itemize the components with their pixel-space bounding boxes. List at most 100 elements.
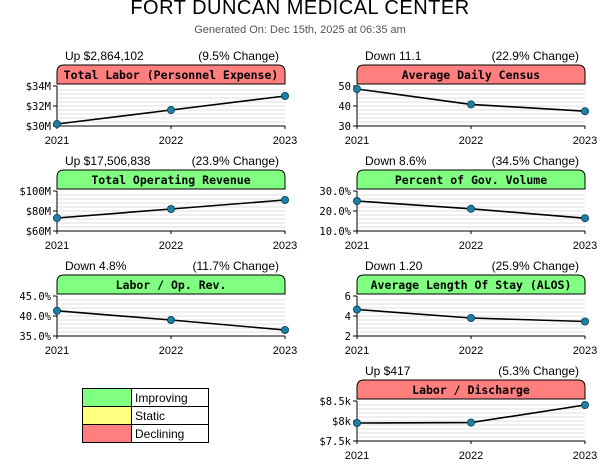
- panel-title-tab: [56, 169, 286, 190]
- legend-swatch-static: [82, 406, 132, 425]
- change-value: Down 4.8%: [65, 259, 127, 273]
- x-tick-label: 2021: [345, 240, 369, 252]
- legend: Improving Static Declining: [82, 388, 209, 443]
- y-tick-label: 50: [338, 81, 351, 93]
- chart-panel: Down 8.6% (34.5% Change) Percent of Gov. V…: [319, 154, 597, 252]
- x-tick-label: 2021: [45, 135, 69, 147]
- legend-label: Static: [131, 406, 209, 425]
- x-tick-label: 2022: [159, 135, 183, 147]
- data-point: [280, 195, 289, 204]
- panel-title: Total Labor (Personnel Expense): [64, 68, 279, 82]
- change-percent: (23.9% Change): [192, 154, 279, 168]
- y-tick-label: 2: [345, 331, 351, 343]
- y-tick-label: 6: [345, 291, 351, 303]
- panel-title-tab: [356, 169, 586, 190]
- panel-title: Average Length Of Stay (ALOS): [371, 278, 572, 292]
- change-value: Down 1.20: [365, 259, 423, 273]
- y-tick-label: 4: [345, 311, 351, 323]
- panel-title-tab: [356, 274, 586, 295]
- change-percent: (5.3% Change): [498, 364, 579, 378]
- panel-title: Labor / Discharge: [412, 383, 530, 397]
- data-point: [53, 213, 62, 222]
- change-percent: (9.5% Change): [198, 49, 279, 63]
- y-tick-label: $34M: [26, 81, 51, 93]
- chart-panel: Up $417 (5.3% Change) Labor / Discharge $7.…: [319, 364, 597, 462]
- x-tick-label: 2023: [573, 240, 597, 252]
- x-tick-label: 2022: [159, 345, 183, 357]
- chart-panel: Down 11.1 (22.9% Change) Average Daily Cen…: [338, 49, 597, 147]
- data-point: [581, 400, 590, 409]
- chart-panel: Down 4.8% (11.7% Change) Labor / Op. Rev. 3…: [19, 259, 297, 357]
- legend-item-static: Static: [82, 406, 209, 425]
- y-tick-label: $32M: [26, 101, 51, 113]
- report-subtitle: Generated On: Dec 15th, 2025 at 06:35 am: [194, 24, 406, 36]
- chart-panel: Up $17,506,838 (23.9% Change) Total Operat…: [19, 154, 297, 252]
- y-tick-label: 35.0%: [19, 331, 51, 343]
- legend-swatch-declining: [82, 424, 132, 443]
- x-tick-label: 2023: [573, 450, 597, 462]
- change-value: Up $2,864,102: [65, 49, 144, 63]
- chart-panel: Down 1.20 (25.9% Change) Average Length Of…: [345, 259, 598, 357]
- change-value: Down 8.6%: [365, 154, 427, 168]
- chart-panel: Up $2,864,102 (9.5% Change) Total Labor (P…: [26, 49, 298, 147]
- panel-title-tab: [56, 274, 286, 295]
- x-tick-label: 2023: [573, 135, 597, 147]
- panel-title: Total Operating Revenue: [91, 173, 250, 187]
- x-tick-label: 2023: [273, 135, 297, 147]
- data-point: [352, 418, 361, 427]
- change-percent: (22.9% Change): [492, 49, 579, 63]
- data-point: [280, 92, 289, 101]
- change-percent: (34.5% Change): [492, 154, 579, 168]
- x-tick-label: 2021: [45, 345, 69, 357]
- data-point: [166, 204, 175, 213]
- legend-label: Improving: [131, 388, 209, 407]
- change-percent: (25.9% Change): [492, 259, 579, 273]
- y-tick-label: $30M: [26, 121, 51, 133]
- y-tick-label: 40.0%: [19, 311, 51, 323]
- change-value: Up $417: [365, 364, 411, 378]
- data-point: [581, 317, 590, 326]
- x-tick-label: 2023: [273, 240, 297, 252]
- data-point: [352, 305, 361, 314]
- x-tick-label: 2021: [345, 450, 369, 462]
- y-tick-label: 20.0%: [319, 206, 351, 218]
- panel-title: Labor / Op. Rev.: [116, 278, 227, 292]
- y-tick-label: 30: [338, 121, 351, 133]
- data-point: [166, 106, 175, 115]
- x-tick-label: 2022: [459, 345, 483, 357]
- legend-item-improving: Improving: [82, 388, 209, 407]
- data-point: [466, 418, 475, 427]
- y-tick-label: $8k: [332, 416, 352, 428]
- x-tick-label: 2022: [459, 450, 483, 462]
- y-tick-label: $8.5k: [319, 396, 351, 408]
- x-tick-label: 2022: [459, 135, 483, 147]
- panel-title: Percent of Gov. Volume: [395, 173, 547, 187]
- y-tick-label: 45.0%: [19, 291, 51, 303]
- x-tick-label: 2023: [273, 345, 297, 357]
- panel-title-tab: [356, 379, 586, 400]
- y-tick-label: $60M: [26, 226, 51, 238]
- x-tick-label: 2022: [159, 240, 183, 252]
- x-tick-label: 2023: [573, 345, 597, 357]
- change-value: Down 11.1: [365, 49, 422, 63]
- y-tick-label: 40: [338, 101, 351, 113]
- data-point: [53, 306, 62, 315]
- x-tick-label: 2021: [345, 345, 369, 357]
- change-percent: (11.7% Change): [193, 259, 280, 273]
- data-point: [166, 315, 175, 324]
- y-tick-label: 10.0%: [319, 226, 351, 238]
- legend-label: Declining: [131, 424, 209, 443]
- y-tick-label: $80M: [26, 206, 51, 218]
- change-value: Up $17,506,838: [65, 154, 151, 168]
- x-tick-label: 2022: [459, 240, 483, 252]
- report-title: FORT DUNCAN MEDICAL CENTER: [130, 0, 470, 19]
- data-point: [581, 214, 590, 223]
- data-point: [352, 85, 361, 94]
- data-point: [581, 107, 590, 116]
- y-tick-label: $7.5k: [319, 436, 351, 448]
- legend-item-declining: Declining: [82, 424, 209, 443]
- data-point: [466, 100, 475, 109]
- panel-title-tab: [56, 64, 286, 85]
- x-tick-label: 2021: [345, 135, 369, 147]
